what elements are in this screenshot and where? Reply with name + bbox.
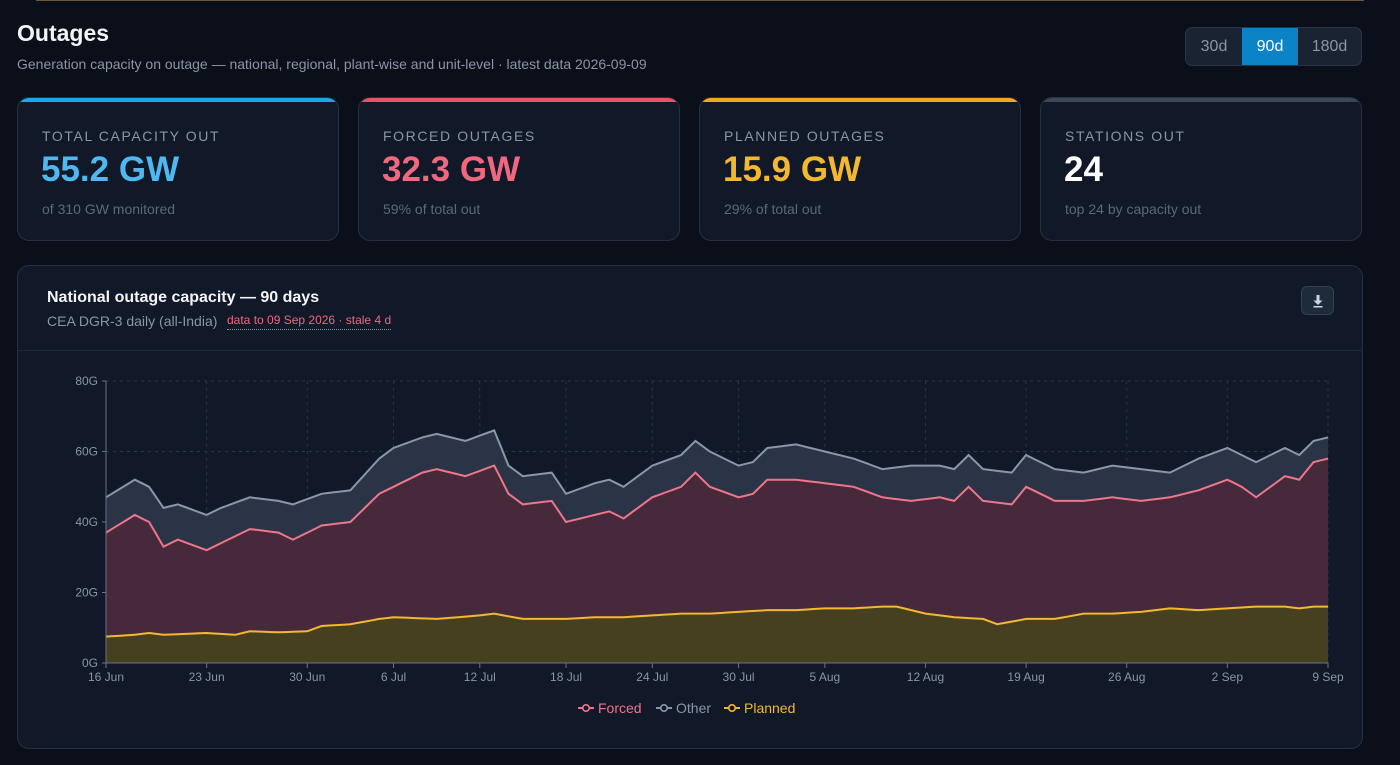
area-planned [106, 606, 1328, 663]
kpi-label: STATIONS OUT [1065, 128, 1186, 144]
range-30d-button[interactable]: 30d [1200, 37, 1228, 55]
x-tick-label: 12 Jul [464, 670, 496, 684]
panel-source: CEA DGR-3 daily (all-India) [47, 313, 218, 329]
kpi-label: TOTAL CAPACITY OUT [42, 128, 221, 144]
kpi-accent [1041, 98, 1361, 102]
x-tick-label: 24 Jul [636, 670, 668, 684]
x-tick-label: 9 Sep [1312, 670, 1344, 684]
area-forced [106, 458, 1328, 637]
kpi-value: 55.2 GW [41, 150, 180, 189]
x-tick-label: 30 Jul [723, 670, 755, 684]
outage-chart-panel: 0G 20G 40G 60G 80G 16 Jun 23 Jun 30 Jun 6 Jul 12 … [17, 265, 1363, 749]
x-tick-label: 30 Jun [289, 670, 325, 684]
page-subtitle: Generation capacity on outage — national… [17, 56, 647, 72]
x-tick-label: 18 Jul [550, 670, 582, 684]
range-180d-button[interactable]: 180d [1311, 37, 1348, 55]
panel-title: National outage capacity — 90 days [47, 289, 320, 306]
kpi-card-forced: FORCED OUTAGES 32.3 GW 59% of total out [358, 97, 680, 241]
download-icon [1313, 294, 1322, 307]
y-tick-label: 0G [82, 656, 98, 670]
y-tick-label: 20G [75, 586, 98, 600]
kpi-label: PLANNED OUTAGES [724, 128, 886, 144]
y-tick-label: 40G [75, 515, 98, 529]
x-tick-label: 16 Jun [88, 670, 124, 684]
y-tick-label: 80G [75, 374, 98, 388]
panel-divider [18, 350, 1362, 351]
kpi-sub: top 24 by capacity out [1065, 201, 1202, 217]
x-tick-label: 12 Aug [907, 670, 944, 684]
kpi-accent [700, 98, 1020, 102]
x-tick-label: 5 Aug [809, 670, 840, 684]
series-line-planned [105, 605, 1328, 638]
legend-label: Forced [598, 700, 642, 716]
x-tick-label: 23 Jun [189, 670, 225, 684]
kpi-sub: of 310 GW monitored [42, 201, 176, 217]
download-button[interactable] [1301, 286, 1334, 315]
kpi-value: 24 [1064, 150, 1103, 189]
range-selector: 30d 90d 180d [1185, 27, 1362, 66]
x-tick-label: 19 Aug [1007, 670, 1044, 684]
legend-label: Other [676, 700, 711, 716]
kpi-accent [18, 98, 338, 102]
top-border-line [36, 0, 1364, 1]
outage-chart: 0G 20G 40G 60G 80G 16 Jun 23 Jun 30 Jun 6 Jul 12 … [75, 374, 1344, 716]
x-tick-label: 2 Sep [1212, 670, 1244, 684]
legend-marker-dot [659, 703, 668, 712]
series-line-forced [105, 457, 1329, 552]
kpi-label: FORCED OUTAGES [383, 128, 536, 144]
x-tick-label: 6 Jul [381, 670, 406, 684]
kpi-value: 15.9 GW [723, 150, 862, 189]
legend-marker-dot [727, 703, 736, 712]
kpi-card-planned: PLANNED OUTAGES 15.9 GW 29% of total out [699, 97, 1021, 241]
kpi-card-total: TOTAL CAPACITY OUT 55.2 GW of 310 GW mon… [17, 97, 339, 241]
page-title: Outages [17, 20, 110, 46]
legend-marker-dot [581, 703, 590, 712]
range-90d-button[interactable]: 90d [1242, 28, 1298, 65]
kpi-value: 32.3 GW [382, 150, 521, 189]
kpi-card-stations: STATIONS OUT 24 top 24 by capacity out [1040, 97, 1362, 241]
series-line-other [105, 429, 1329, 516]
kpi-sub: 59% of total out [383, 201, 481, 217]
kpi-sub: 29% of total out [724, 201, 822, 217]
x-tick-label: 26 Aug [1108, 670, 1145, 684]
y-tick-label: 60G [75, 445, 98, 459]
legend-label: Planned [744, 700, 795, 716]
stale-indicator[interactable]: data to 09 Sep 2026 · stale 4 d [227, 313, 392, 330]
kpi-accent [359, 98, 679, 102]
